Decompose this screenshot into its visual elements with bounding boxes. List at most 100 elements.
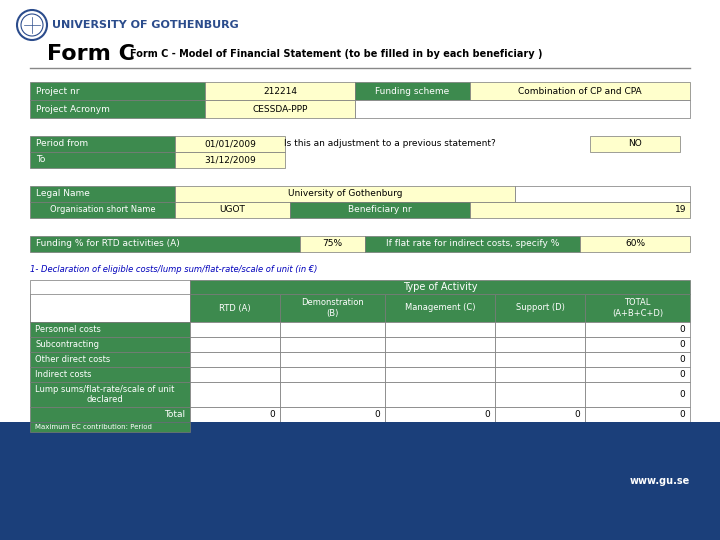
Bar [515,186,690,202]
Bar [30,367,190,382]
Text: 19: 19 [675,206,686,214]
Bar [190,294,280,322]
Text: Total: Total [164,410,185,419]
Bar [290,202,470,218]
Bar [385,294,495,322]
Bar [280,322,385,337]
Text: 31/12/2009: 31/12/2009 [204,156,256,165]
Bar [385,382,495,407]
Bar [280,352,385,367]
Bar [190,352,280,367]
Bar [280,407,385,422]
Bar [190,407,280,422]
Text: Form C - Model of Financial Statement (to be filled in by each beneficiary ): Form C - Model of Financial Statement (t… [130,49,542,59]
Text: 212214: 212214 [263,86,297,96]
Bar [280,294,385,322]
Text: Type of Activity: Type of Activity [402,282,477,292]
Bar [495,382,585,407]
Bar [385,407,495,422]
Text: CESSDA-PPP: CESSDA-PPP [252,105,307,113]
Text: Beneficiary nr: Beneficiary nr [348,206,412,214]
Text: 0: 0 [679,340,685,349]
Bar [30,407,190,422]
Bar [175,202,290,218]
Text: Management (C): Management (C) [405,303,475,313]
Text: Legal Name: Legal Name [36,190,90,199]
Bar [0,422,720,540]
Text: Period from: Period from [36,139,88,148]
Text: Combination of CP and CPA: Combination of CP and CPA [518,86,642,96]
Bar [585,322,690,337]
Bar [30,322,190,337]
Bar [470,202,690,218]
Bar [385,337,495,352]
Text: UNIVERSITY OF GOTHENBURG: UNIVERSITY OF GOTHENBURG [52,20,239,30]
Bar [470,82,690,100]
Bar [175,152,285,168]
Text: Lump sums/flat-rate/scale of unit
declared: Lump sums/flat-rate/scale of unit declar… [35,385,174,404]
Text: Organisation short Name: Organisation short Name [50,206,156,214]
Bar [30,337,190,352]
Bar [30,152,175,168]
Text: Project Acronym: Project Acronym [36,105,110,113]
Text: 1- Declaration of eligible costs/lump sum/flat-rate/scale of unit (in €): 1- Declaration of eligible costs/lump su… [30,266,318,274]
Bar [175,186,515,202]
Text: Support (D): Support (D) [516,303,564,313]
Text: 0: 0 [485,410,490,419]
Bar [495,407,585,422]
Text: 0: 0 [269,410,275,419]
Bar [495,352,585,367]
Text: Subcontracting: Subcontracting [35,340,99,349]
Text: Maximum EC contribution: Period: Maximum EC contribution: Period [35,424,152,430]
Bar [590,136,680,152]
Text: University of Gothenburg: University of Gothenburg [288,190,402,199]
Bar [30,82,205,100]
Bar [365,236,580,252]
Bar [585,407,690,422]
Text: Form C: Form C [47,44,135,64]
Text: www.gu.se: www.gu.se [630,476,690,486]
Text: Funding % for RTD activities (A): Funding % for RTD activities (A) [36,240,180,248]
Bar [495,367,585,382]
Bar [190,280,690,294]
Text: Project nr: Project nr [36,86,79,96]
Text: 0: 0 [575,410,580,419]
Bar [585,352,690,367]
Bar [300,236,365,252]
Bar [30,202,175,218]
Bar [175,136,285,152]
Bar [30,382,190,407]
Bar [385,367,495,382]
Bar [280,337,385,352]
Bar [30,100,205,118]
Text: 60%: 60% [625,240,645,248]
Text: Funding scheme: Funding scheme [375,86,449,96]
Bar [190,337,280,352]
Text: If flat rate for indirect costs, specify %: If flat rate for indirect costs, specify… [386,240,559,248]
Text: 75%: 75% [323,240,343,248]
Text: Personnel costs: Personnel costs [35,325,101,334]
Text: UGOT: UGOT [220,206,246,214]
Text: 0: 0 [679,390,685,399]
Text: 0: 0 [679,410,685,419]
Bar [190,322,280,337]
Text: Other direct costs: Other direct costs [35,355,110,364]
Text: 0: 0 [679,355,685,364]
Bar [30,294,190,322]
Text: Indirect costs: Indirect costs [35,370,91,379]
Bar [585,294,690,322]
Text: 0: 0 [374,410,380,419]
Bar [30,422,190,432]
Bar [580,236,690,252]
Bar [280,382,385,407]
Bar [385,322,495,337]
Text: Demonstration
(B): Demonstration (B) [301,298,364,318]
Text: To: To [36,156,45,165]
Text: RTD (A): RTD (A) [219,303,251,313]
Text: Is this an adjustment to a previous statement?: Is this an adjustment to a previous stat… [284,139,496,148]
Bar [30,136,175,152]
Bar [585,382,690,407]
Bar [190,382,280,407]
Bar [495,337,585,352]
Bar [355,82,470,100]
